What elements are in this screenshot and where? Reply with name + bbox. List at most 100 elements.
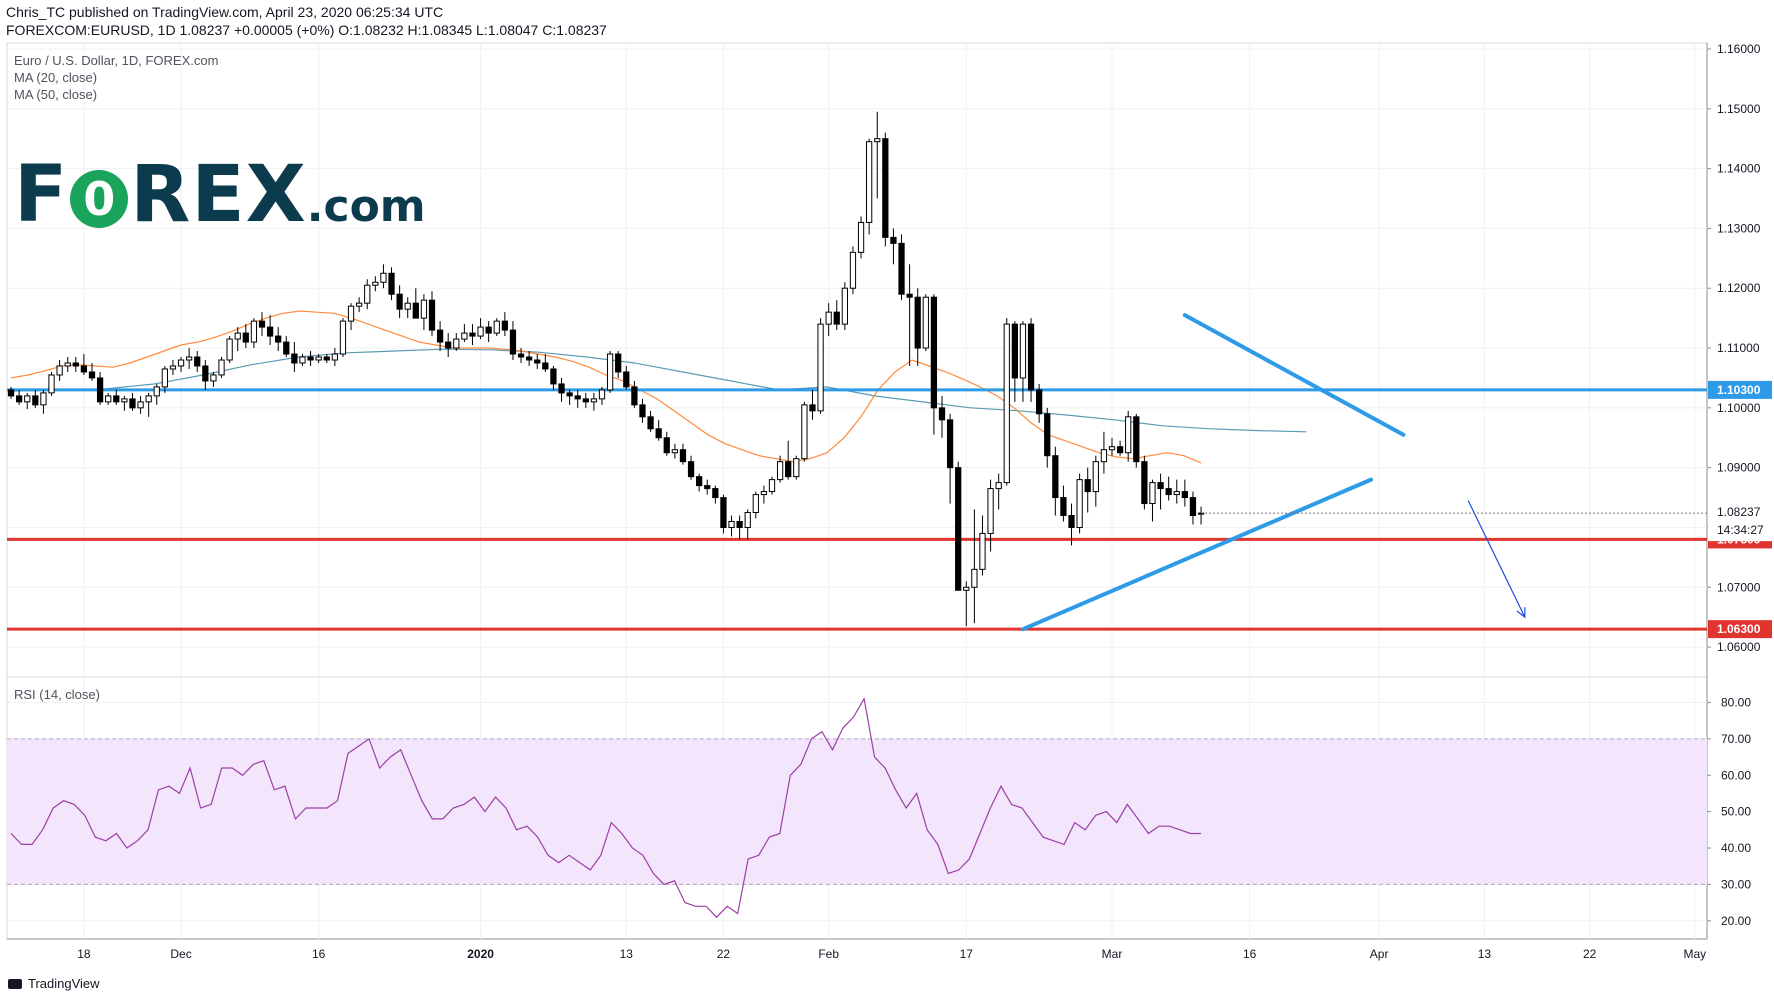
candle-body <box>32 395 39 406</box>
candle-body <box>161 368 168 388</box>
candle-body <box>566 392 573 397</box>
symbol[interactable]: FOREXCOM:EURUSD, 1D <box>6 22 176 38</box>
candle-body <box>615 353 622 373</box>
main-legend: Euro / U.S. Dollar, 1D, FOREX.com MA (20… <box>14 52 218 103</box>
candle-body <box>534 359 541 364</box>
level-label-bg <box>1708 620 1772 639</box>
trendlines <box>1020 313 1526 632</box>
rsi-series <box>10 697 1201 919</box>
candle-body <box>194 356 201 367</box>
y-tick-label: 1.12000 <box>1717 281 1761 295</box>
candle-body <box>987 488 994 534</box>
candle-body <box>598 389 606 400</box>
candle-body <box>1060 497 1067 517</box>
candle-body <box>914 296 921 349</box>
candle-body <box>542 362 549 370</box>
rsi-y-tick-label: 20.00 <box>1721 914 1751 928</box>
candle-body <box>275 335 282 343</box>
rsi-line <box>10 697 1201 919</box>
candle-body <box>728 520 735 528</box>
close-label: C: <box>542 22 557 38</box>
high-label: H: <box>407 22 422 38</box>
candle-body <box>946 419 954 469</box>
candle-body <box>1125 416 1132 454</box>
price-change: +0.00005 (+0%) <box>233 22 335 38</box>
legend-ma20[interactable]: MA (20, close) <box>14 70 98 85</box>
candle-body <box>890 236 897 244</box>
candle-body <box>1100 449 1108 463</box>
candle-body <box>720 497 727 528</box>
logo-letter-f: F <box>14 150 69 240</box>
low-label: L: <box>476 22 488 38</box>
candle-body <box>1181 491 1188 499</box>
candle-body <box>1011 323 1018 379</box>
rsi-y-tick-label: 80.00 <box>1721 695 1751 709</box>
candle-body <box>768 479 776 493</box>
candle-body <box>234 332 241 340</box>
rsi-legend-title[interactable]: RSI (14, close) <box>14 687 100 702</box>
candle-body <box>849 251 857 289</box>
level-label: 1.10300 <box>1717 383 1761 397</box>
candle-body <box>517 353 525 358</box>
x-tick-label: May <box>1684 947 1707 961</box>
candle-body <box>461 332 468 340</box>
ma50-line <box>10 348 1307 433</box>
candle-body <box>356 302 363 307</box>
candle-body <box>24 395 31 403</box>
ma20-line <box>10 310 1202 464</box>
footer-brand[interactable]: TradingView <box>28 976 100 991</box>
candle-body <box>833 311 840 325</box>
publish-info: Chris_TC published on TradingView.com, A… <box>6 4 444 20</box>
candle-body <box>963 586 970 591</box>
candle-body <box>80 365 88 373</box>
candle-body <box>898 242 905 295</box>
candle-body <box>283 341 290 355</box>
candle-body <box>315 356 322 361</box>
candle-body <box>105 395 112 403</box>
x-tick-label: Apr <box>1370 947 1389 961</box>
candle-body <box>623 371 630 388</box>
forex-logo: F 0 REX.com <box>14 150 426 240</box>
candle-body <box>477 326 484 337</box>
candle-body <box>955 467 962 591</box>
y-tick-label: 1.07000 <box>1717 580 1761 594</box>
candle-body <box>453 338 460 349</box>
low-value: 1.08047 <box>487 22 539 38</box>
x-tick-label: 17 <box>960 947 974 961</box>
candle-body <box>16 395 23 403</box>
candle-body <box>40 392 47 406</box>
rsi-axis-ticks: 80.00 70.00 60.00 50.00 40.00 30.00 20.00 <box>1707 695 1751 928</box>
candle-body <box>793 458 800 478</box>
candle-body <box>882 138 889 238</box>
candle-body <box>445 341 452 349</box>
candle-body <box>1036 389 1043 415</box>
moving-averages <box>10 310 1307 464</box>
candle-body <box>291 353 298 364</box>
candle-body <box>226 338 233 361</box>
price-axis-ticks: 1.16000 1.15000 1.14000 1.13000 1.12000 1.110… <box>1707 42 1761 654</box>
candle-body <box>671 449 678 454</box>
legend-title[interactable]: Euro / U.S. Dollar, 1D, FOREX.com <box>14 53 219 68</box>
candle-body <box>647 416 654 430</box>
candle-body <box>113 395 120 403</box>
candle-body <box>1076 479 1083 528</box>
candle-body <box>930 296 938 409</box>
horizontal-levels <box>7 388 1707 631</box>
logo-letters-rex: REX <box>130 150 307 240</box>
forecast-arrow-head <box>1516 607 1526 619</box>
candle-body <box>1173 491 1180 496</box>
y-tick-label: 1.16000 <box>1717 42 1761 56</box>
candle-body <box>420 299 428 319</box>
candle-body <box>137 401 144 409</box>
rsi-band <box>7 738 1707 885</box>
candle-body <box>1133 416 1140 463</box>
x-tick-label: Mar <box>1102 947 1123 961</box>
candle-body <box>1092 461 1099 493</box>
candle-body <box>96 377 104 403</box>
candle-body <box>639 404 646 418</box>
candle-body <box>493 320 500 334</box>
candle-body <box>48 374 55 394</box>
legend-ma50[interactable]: MA (50, close) <box>14 87 98 102</box>
